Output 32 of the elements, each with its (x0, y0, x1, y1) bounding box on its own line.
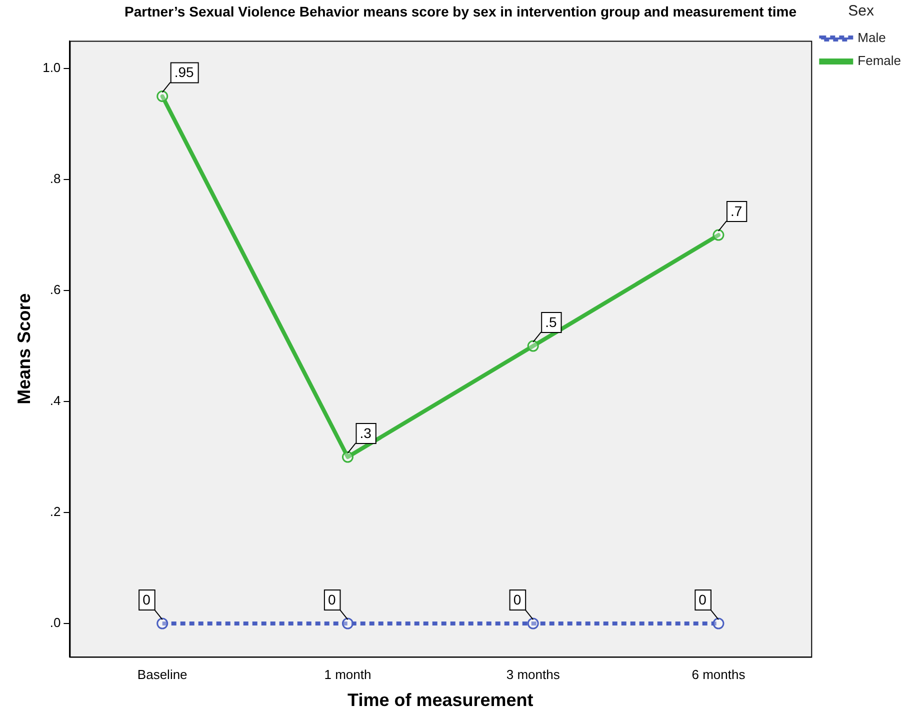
data-label: 0 (698, 591, 707, 608)
data-label: .5 (545, 314, 557, 330)
data-label: 0 (142, 591, 151, 608)
data-label: .7 (730, 202, 742, 219)
point (712, 618, 724, 630)
chart-title: Partner’s Sexual Violence Behavior means score by sex in intervention group and measurement time (124, 3, 797, 20)
y-tick-label: .4 (50, 393, 61, 408)
y-tick-label: .2 (50, 504, 61, 520)
x-axis-title: Time of measurement (348, 690, 534, 710)
y-tick-label: .6 (50, 282, 61, 298)
x-tick-label: 1 month (324, 667, 372, 682)
point (342, 618, 354, 630)
x-tick-label: Baseline (137, 667, 188, 682)
y-axis-title: Means Score (14, 293, 34, 404)
legend-label: Male (858, 30, 886, 46)
x-tick-label: 3 months (506, 667, 560, 682)
data-label: .95 (174, 64, 194, 80)
point (156, 618, 168, 630)
legend-title: Sex (848, 2, 874, 20)
point (156, 90, 168, 102)
point (342, 451, 354, 463)
data-label: .3 (360, 424, 372, 441)
y-tick-label: 1.0 (42, 60, 61, 76)
point (527, 340, 539, 352)
x-tick-label: 6 months (692, 667, 746, 682)
y-tick-label: .0 (50, 615, 61, 630)
point (527, 618, 539, 630)
point (712, 229, 724, 241)
data-label: 0 (513, 591, 522, 608)
data-label: 0 (328, 591, 336, 608)
legend-label: Female (858, 53, 902, 68)
y-tick-label: .8 (50, 171, 61, 186)
